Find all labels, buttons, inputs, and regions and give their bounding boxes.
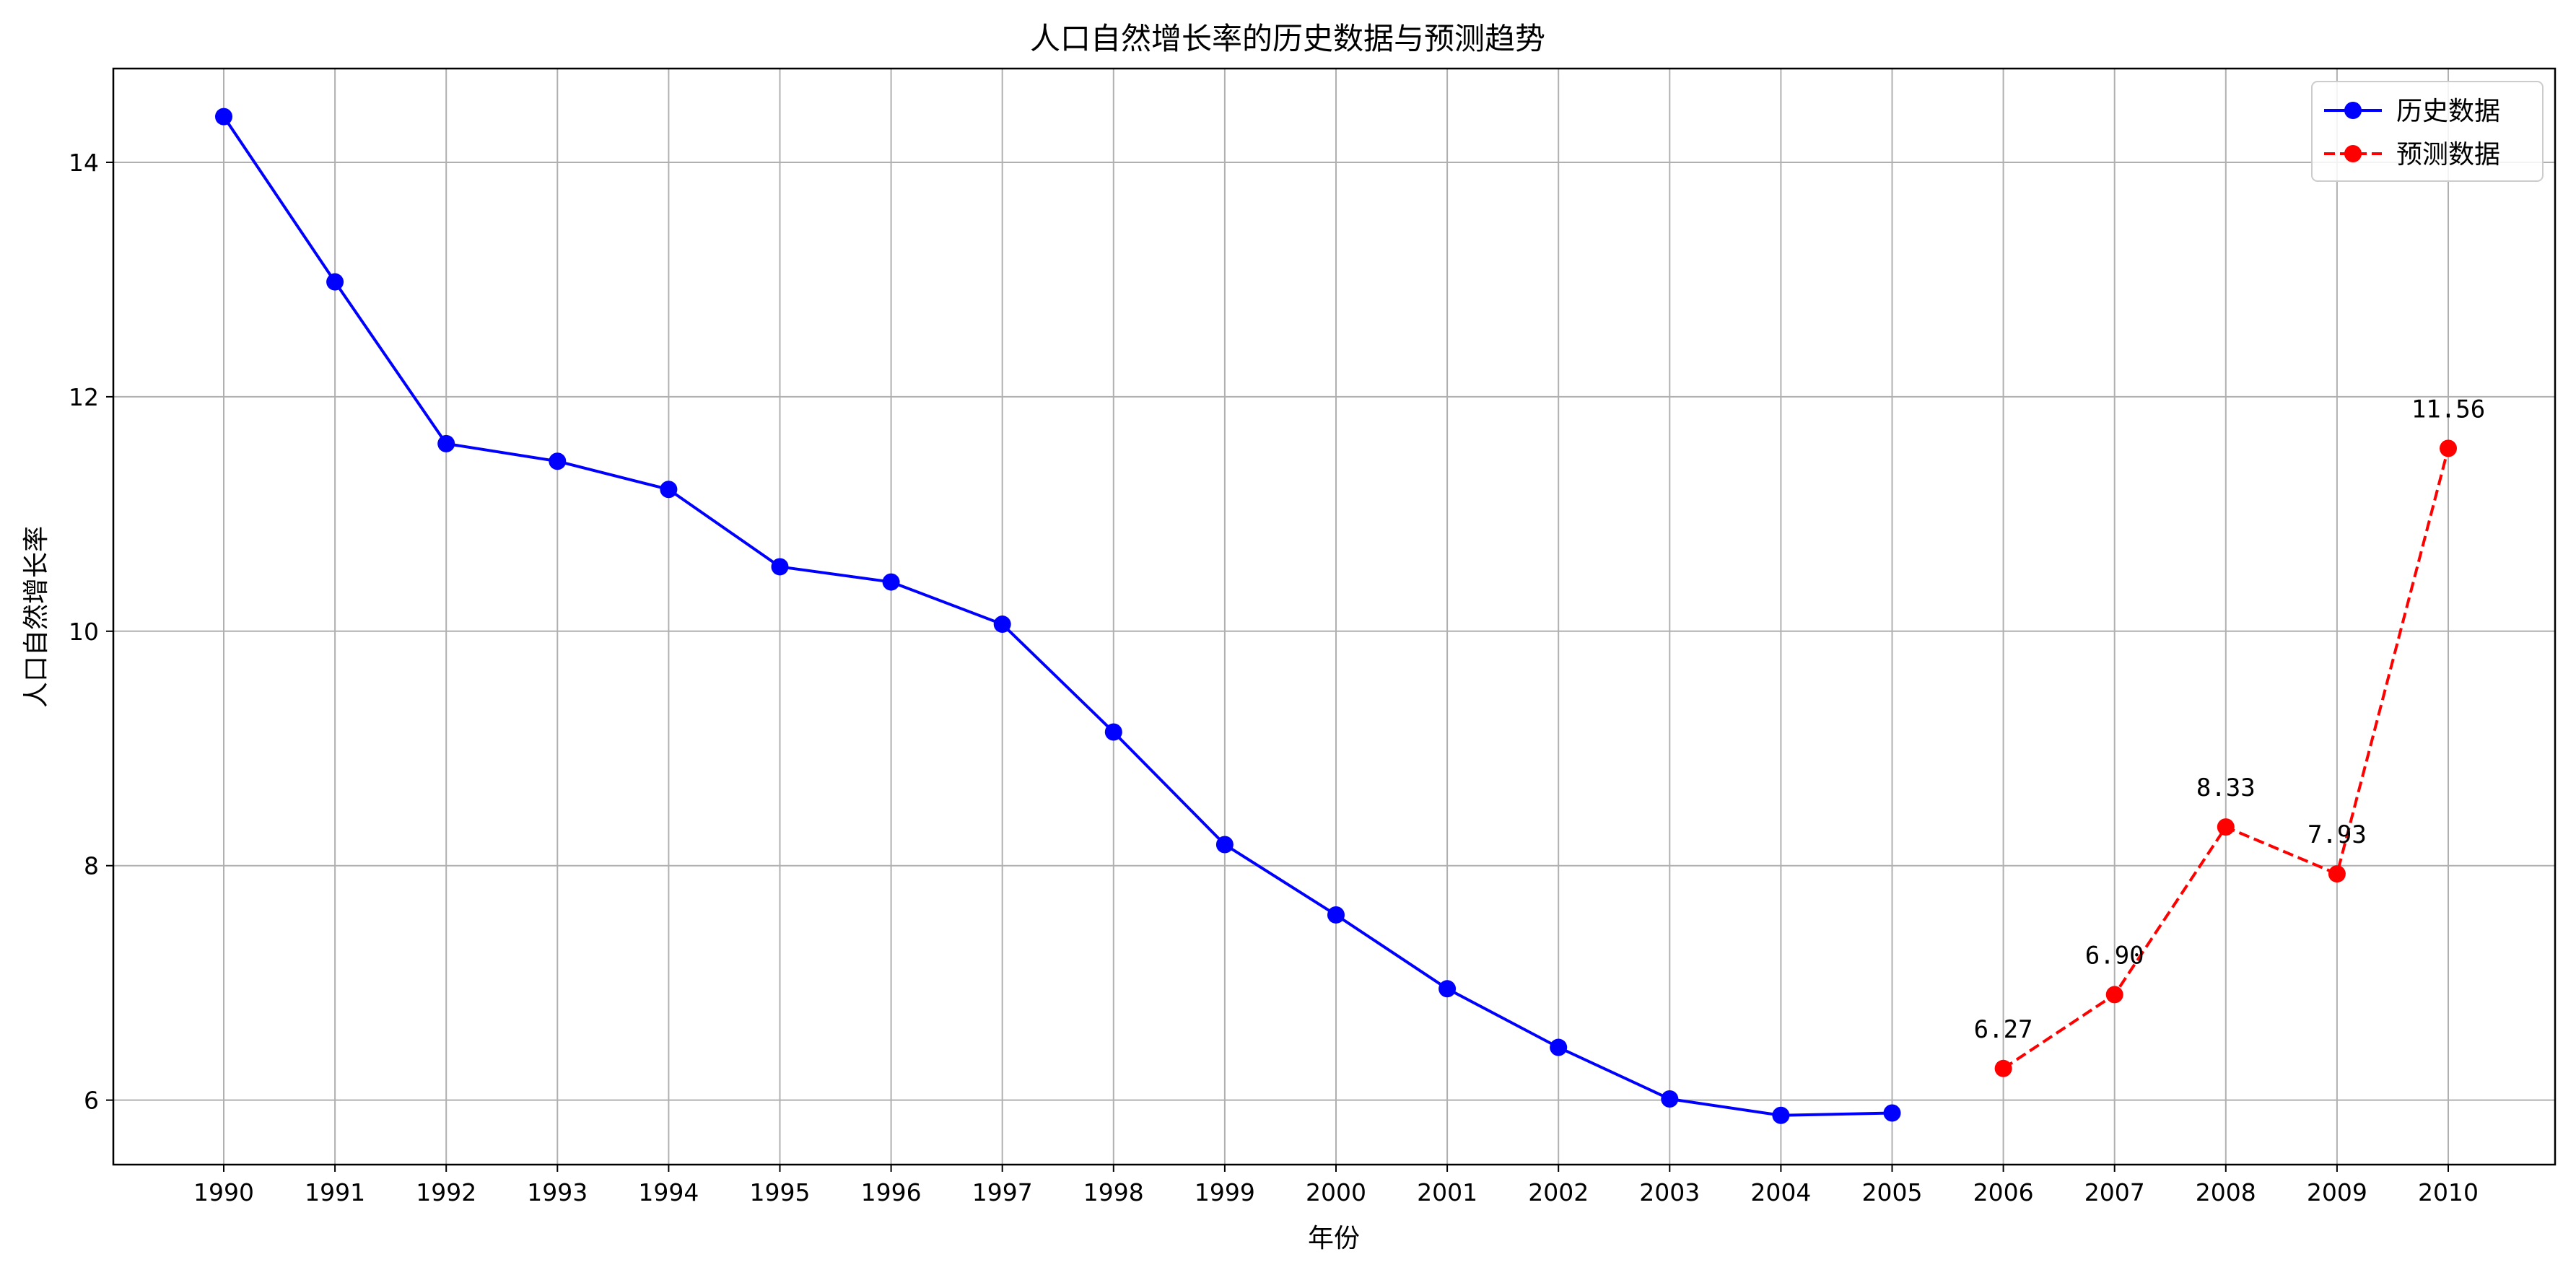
legend-marker-forecast [2344, 145, 2362, 162]
y-tick-label: 14 [69, 149, 99, 177]
grid-layer [113, 69, 2555, 1165]
historical-series-line [222, 115, 1892, 1117]
forecast-data-point [1994, 1059, 2012, 1077]
forecast-data-label: 11.56 [2411, 395, 2485, 424]
x-tick-label: 1998 [1083, 1178, 1144, 1206]
x-tick-label: 2005 [1862, 1178, 1923, 1206]
historical-data-point [215, 108, 232, 126]
series-layer: 6.27 6.90 8.33 7.93 11.56 [215, 108, 2485, 1124]
historical-data-point [326, 273, 344, 291]
historical-data-point [1215, 836, 1234, 854]
historical-data-point [437, 434, 455, 452]
historical-data-point [549, 452, 567, 470]
legend-marker-historical [2344, 102, 2362, 119]
x-tick-label: 2003 [1639, 1178, 1700, 1206]
forecast-data-point [2328, 865, 2346, 883]
forecast-data-point [2440, 439, 2457, 457]
x-tick-label: 1990 [193, 1178, 254, 1206]
x-tick-label: 2001 [1417, 1178, 1477, 1206]
tick-layer: 1990 1991 1992 1993 1994 1995 1996 1997 1998 1999… [69, 149, 2479, 1206]
legend: 历史数据 预测数据 [2311, 81, 2544, 182]
x-tick-label: 1995 [750, 1178, 811, 1206]
x-tick-label: 2009 [2307, 1178, 2367, 1206]
legend-box [2311, 81, 2544, 182]
x-tick-label: 2006 [1973, 1178, 2034, 1206]
y-tick-label: 10 [69, 618, 99, 646]
x-tick-label: 2008 [2196, 1178, 2256, 1206]
x-tick-label: 2010 [2418, 1178, 2479, 1206]
x-tick-label: 2002 [1528, 1178, 1589, 1206]
x-tick-label: 2007 [2084, 1178, 2145, 1206]
forecast-data-point [2105, 986, 2123, 1004]
plot-frame [112, 67, 2557, 1166]
x-tick-label: 1994 [638, 1178, 699, 1206]
historical-data-point [1104, 723, 1122, 741]
y-tick-label: 8 [84, 852, 99, 880]
y-axis-label: 人口自然增长率 [22, 526, 51, 708]
historical-data-point [1772, 1106, 1790, 1124]
historical-data-point [993, 615, 1011, 634]
historical-data-point [1550, 1038, 1568, 1056]
x-tick-label: 2004 [1750, 1178, 1811, 1206]
forecast-data-label: 7.93 [2308, 820, 2367, 849]
x-tick-label: 1997 [972, 1178, 1033, 1206]
x-tick-label: 1991 [305, 1178, 365, 1206]
x-tick-label: 1999 [1195, 1178, 1255, 1206]
chart-title: 人口自然增长率的历史数据与预测趋势 [1030, 21, 1545, 56]
forecast-data-label: 8.33 [2196, 774, 2256, 802]
historical-data-point [660, 481, 678, 499]
historical-data-point [1883, 1104, 1901, 1122]
x-tick-label: 1993 [527, 1178, 588, 1206]
y-tick-label: 6 [84, 1087, 99, 1115]
x-tick-label: 1996 [861, 1178, 922, 1206]
y-tick-label: 12 [69, 383, 99, 411]
historical-data-point [1438, 980, 1457, 998]
historical-data-point [1661, 1090, 1679, 1108]
forecast-data-label: 6.90 [2085, 941, 2144, 970]
legend-label-forecast: 预测数据 [2396, 140, 2500, 170]
legend-label-historical: 历史数据 [2396, 97, 2500, 126]
historical-data-point [882, 573, 900, 591]
x-tick-label: 1992 [416, 1178, 476, 1206]
historical-data-point [1327, 906, 1345, 924]
historical-data-point [771, 558, 789, 576]
forecast-data-label: 6.27 [1974, 1015, 2033, 1044]
forecast-data-point [2217, 818, 2235, 836]
x-axis-label: 年份 [1308, 1224, 1360, 1253]
x-tick-label: 2000 [1306, 1178, 1366, 1206]
